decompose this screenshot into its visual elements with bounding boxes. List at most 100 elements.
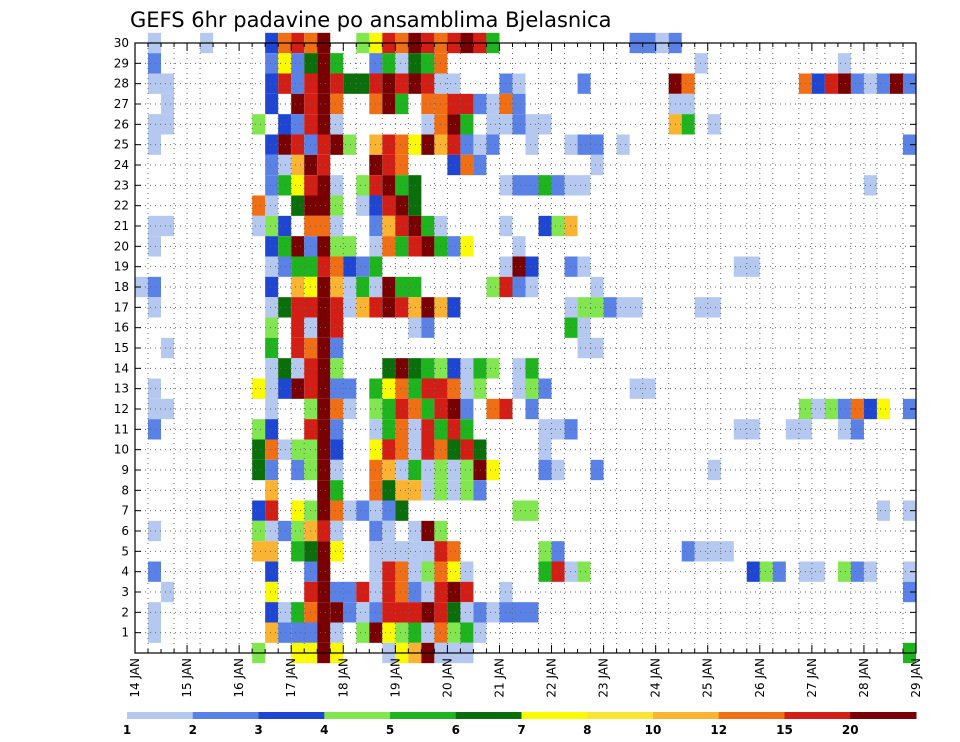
heatmap-cell bbox=[278, 602, 292, 623]
heatmap-cell bbox=[278, 154, 292, 176]
heatmap-cell bbox=[447, 358, 461, 379]
heatmap-cell bbox=[291, 520, 305, 542]
heatmap-cell bbox=[421, 602, 435, 623]
legend-swatch bbox=[455, 712, 522, 719]
heatmap-cell bbox=[330, 215, 344, 237]
heatmap-cell bbox=[317, 93, 331, 115]
heatmap-cell bbox=[408, 398, 422, 420]
y-tick-label: 23 bbox=[114, 178, 129, 192]
heatmap-cell bbox=[421, 317, 435, 338]
heatmap-cell bbox=[824, 398, 838, 420]
heatmap-cell bbox=[772, 561, 786, 582]
y-tick-label: 10 bbox=[114, 443, 129, 457]
heatmap-cell bbox=[421, 419, 435, 440]
heatmap-cell bbox=[291, 93, 305, 115]
heatmap-cell bbox=[551, 541, 565, 562]
heatmap-cell bbox=[148, 398, 175, 420]
heatmap-cell bbox=[278, 114, 292, 135]
heatmap-cell bbox=[564, 215, 578, 237]
heatmap-cell bbox=[356, 297, 370, 318]
legend-label: 4 bbox=[320, 723, 328, 737]
heatmap-cell bbox=[291, 541, 305, 562]
x-tick-label: 22 JAN bbox=[545, 658, 559, 698]
heatmap-cell bbox=[148, 114, 175, 135]
heatmap-cell bbox=[395, 154, 409, 176]
heatmap-cell bbox=[473, 378, 487, 399]
heatmap-cell bbox=[486, 134, 500, 155]
heatmap-cell bbox=[317, 581, 331, 603]
heatmap-cell bbox=[421, 358, 435, 379]
y-tick-label: 16 bbox=[114, 321, 129, 335]
heatmap-cell bbox=[460, 561, 474, 582]
heatmap-cell bbox=[447, 154, 461, 176]
heatmap-cell bbox=[265, 398, 279, 420]
grid bbox=[135, 42, 916, 653]
legend-label: 20 bbox=[842, 723, 859, 737]
legend-swatch bbox=[587, 712, 654, 719]
heatmap-cell bbox=[278, 175, 292, 196]
heatmap-cell bbox=[421, 398, 435, 420]
heatmap-cell bbox=[395, 419, 409, 440]
heatmap-cell bbox=[148, 73, 175, 94]
heatmap-cell bbox=[330, 602, 344, 623]
heatmap-cell bbox=[291, 53, 305, 74]
heatmap-cell bbox=[330, 53, 344, 74]
y-tick-label: 15 bbox=[114, 341, 129, 355]
heatmap-cell bbox=[291, 154, 305, 176]
heatmap-cell bbox=[902, 581, 916, 603]
heatmap-cell bbox=[330, 73, 344, 94]
heatmap-cell bbox=[291, 337, 305, 359]
heatmap-cell bbox=[395, 561, 409, 582]
heatmap-cell bbox=[278, 256, 292, 277]
heatmap-cell bbox=[265, 215, 279, 237]
color-legend: 1 2 3 4 5 6 7 8 10 12 15 20 bbox=[123, 712, 917, 737]
heatmap-cell bbox=[356, 276, 370, 298]
heatmap-cell bbox=[694, 297, 721, 318]
heatmap-cell bbox=[317, 276, 331, 298]
heatmap-cell bbox=[421, 622, 435, 643]
heatmap-cell bbox=[382, 215, 396, 237]
heatmap-cell bbox=[317, 154, 331, 176]
legend-swatch bbox=[390, 712, 457, 719]
heatmap-cell bbox=[525, 358, 539, 379]
heatmap-cell bbox=[447, 398, 461, 420]
heatmap-cell bbox=[408, 561, 422, 582]
heatmap-cell bbox=[486, 459, 500, 481]
heatmap-cell bbox=[460, 459, 474, 481]
heatmap-cell bbox=[330, 297, 344, 318]
heatmap-cell bbox=[408, 622, 422, 643]
heatmap-cell bbox=[382, 459, 396, 481]
heatmap-cell bbox=[512, 358, 526, 379]
heatmap-cell bbox=[317, 378, 331, 399]
heatmap-cell bbox=[876, 500, 890, 521]
heatmap-cell bbox=[512, 93, 526, 115]
heatmap-cell bbox=[317, 602, 331, 623]
heatmap-cell bbox=[551, 215, 565, 237]
heatmap-cell bbox=[356, 581, 370, 603]
heatmap-cell bbox=[343, 602, 357, 623]
heatmap-cell bbox=[564, 561, 578, 582]
y-tick-label: 7 bbox=[121, 504, 129, 518]
heatmap-cell bbox=[824, 73, 838, 94]
heatmap-cell bbox=[460, 236, 474, 257]
heatmap-cell bbox=[876, 73, 890, 94]
heatmap-cell bbox=[486, 358, 500, 379]
legend-label: 7 bbox=[517, 723, 525, 737]
heatmap-cell bbox=[486, 114, 513, 135]
heatmap-cell bbox=[265, 459, 279, 481]
heatmap-cell bbox=[733, 256, 760, 277]
heatmap-cell bbox=[551, 561, 565, 582]
heatmap-cell bbox=[317, 73, 331, 94]
heatmap-cell bbox=[382, 520, 396, 542]
y-tick-label: 30 bbox=[114, 36, 129, 50]
heatmap-cell bbox=[265, 154, 279, 176]
heatmap-cell bbox=[486, 93, 500, 115]
heatmap-cell bbox=[447, 297, 461, 318]
heatmap-cell bbox=[447, 622, 461, 643]
legend-label: 15 bbox=[776, 723, 793, 737]
legend-swatch bbox=[258, 712, 325, 719]
heatmap-cell bbox=[148, 520, 162, 542]
heatmap-cell bbox=[512, 73, 526, 94]
x-tick-label: 16 JAN bbox=[232, 658, 246, 698]
